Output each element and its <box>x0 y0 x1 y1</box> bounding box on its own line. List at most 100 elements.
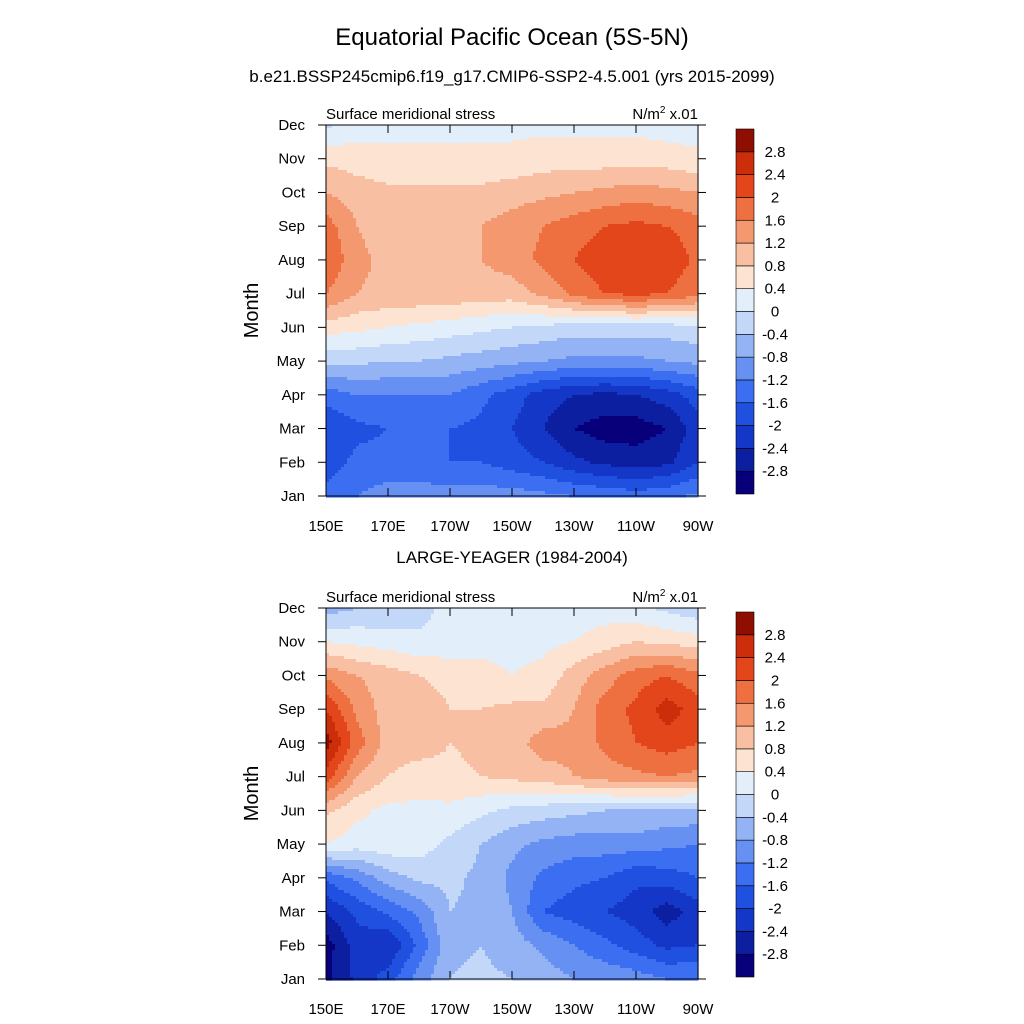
contour-cell <box>326 959 333 963</box>
contour-cell <box>683 269 699 273</box>
contour-cell <box>326 245 342 249</box>
contour-cell <box>329 737 342 741</box>
contour-cell <box>422 881 465 885</box>
contour-cell <box>347 671 411 675</box>
contour-cell <box>326 332 342 336</box>
contour-cell <box>509 896 531 900</box>
contour-cell <box>572 710 597 714</box>
contour-cell <box>344 890 372 894</box>
contour-cell <box>326 296 351 300</box>
contour-cell <box>695 743 699 747</box>
contour-cell <box>374 863 474 867</box>
contour-cell <box>383 779 519 783</box>
contour-cell <box>329 713 342 717</box>
contour-cell <box>362 746 381 750</box>
contour-cell <box>683 440 699 444</box>
contour-cell <box>464 887 507 891</box>
contour-cell <box>335 920 357 924</box>
contour-cell <box>452 392 495 396</box>
contour-cell <box>434 914 513 918</box>
contour-cell <box>341 689 369 693</box>
colorbar-label: -0.4 <box>762 326 788 343</box>
contour-cell <box>542 389 669 393</box>
colorbar-label: -2 <box>768 901 781 918</box>
contour-cell <box>674 701 699 705</box>
contour-cell <box>326 224 336 228</box>
contour-cell <box>626 707 657 711</box>
contour-cell <box>326 401 489 405</box>
contour-cell <box>431 617 696 621</box>
contour-cell <box>449 431 516 435</box>
units-scale: x.01 <box>665 106 698 123</box>
contour-cell <box>614 905 660 909</box>
contour-cell <box>425 854 477 858</box>
contour-cell <box>401 947 414 951</box>
contour-cell <box>374 437 450 441</box>
contour-cell <box>341 779 354 783</box>
colorbar-box <box>735 334 755 358</box>
x-tick-label: 150W <box>492 1001 532 1018</box>
contour-cell <box>380 734 534 738</box>
colorbar-label: -0.8 <box>762 349 788 366</box>
contour-cell <box>482 224 546 228</box>
contour-cell <box>425 935 441 939</box>
contour-cell <box>326 335 453 339</box>
contour-cell <box>326 275 339 279</box>
contour-cell <box>365 860 477 864</box>
contour-cell <box>533 887 576 891</box>
contour-cell <box>326 155 699 159</box>
contour-cell <box>674 719 699 723</box>
contour-cell <box>521 443 561 447</box>
contour-cell <box>365 872 399 876</box>
contour-cell <box>638 929 699 933</box>
contour-cell <box>578 698 600 702</box>
x-tick-label: 110W <box>617 1001 656 1018</box>
contour-cell <box>512 299 564 303</box>
contour-cell <box>368 926 405 930</box>
contour-cell <box>554 782 699 786</box>
contour-cell <box>596 725 633 729</box>
contour-cell <box>335 701 351 705</box>
contour-cell <box>497 809 606 813</box>
contour-cell <box>413 950 426 954</box>
contour-cell <box>509 806 699 810</box>
contour-cell <box>344 755 357 759</box>
contour-cell <box>389 869 471 873</box>
contour-cell <box>341 245 366 249</box>
contour-cell <box>644 356 699 360</box>
contour-cell <box>398 668 507 672</box>
contour-cell <box>326 326 387 330</box>
x-tick-label: 150E <box>308 1001 343 1018</box>
contour-cell <box>407 800 444 804</box>
contour-cell <box>680 908 699 912</box>
contour-cell <box>509 902 531 906</box>
contour-cell <box>644 641 699 645</box>
contour-cell <box>365 626 423 630</box>
contour-cell <box>440 842 483 846</box>
contour-cell <box>335 809 372 813</box>
contour-cell <box>674 284 699 288</box>
contour-cell <box>569 974 654 978</box>
contour-cell <box>512 326 699 330</box>
contour-cell <box>686 266 699 270</box>
contour-cell <box>326 692 345 696</box>
colorbar-box <box>735 402 755 426</box>
contour-cell <box>326 752 336 756</box>
contour-cell <box>581 776 699 780</box>
contour-cell <box>353 782 381 786</box>
contour-cell <box>440 944 534 948</box>
contour-cell <box>332 716 345 720</box>
contour-cell <box>614 662 699 666</box>
contour-cell <box>326 383 480 387</box>
contour-cell <box>587 242 684 246</box>
contour-cell <box>563 722 597 726</box>
contour-cell <box>368 275 513 279</box>
contour-cell <box>326 272 339 276</box>
contour-cell <box>359 923 402 927</box>
contour-cell <box>353 878 378 882</box>
contour-cell <box>596 737 636 741</box>
contour-cell <box>326 611 339 615</box>
contour-cell <box>602 227 672 231</box>
y-tick-label: Mar <box>279 904 305 921</box>
contour-cell <box>431 974 453 978</box>
